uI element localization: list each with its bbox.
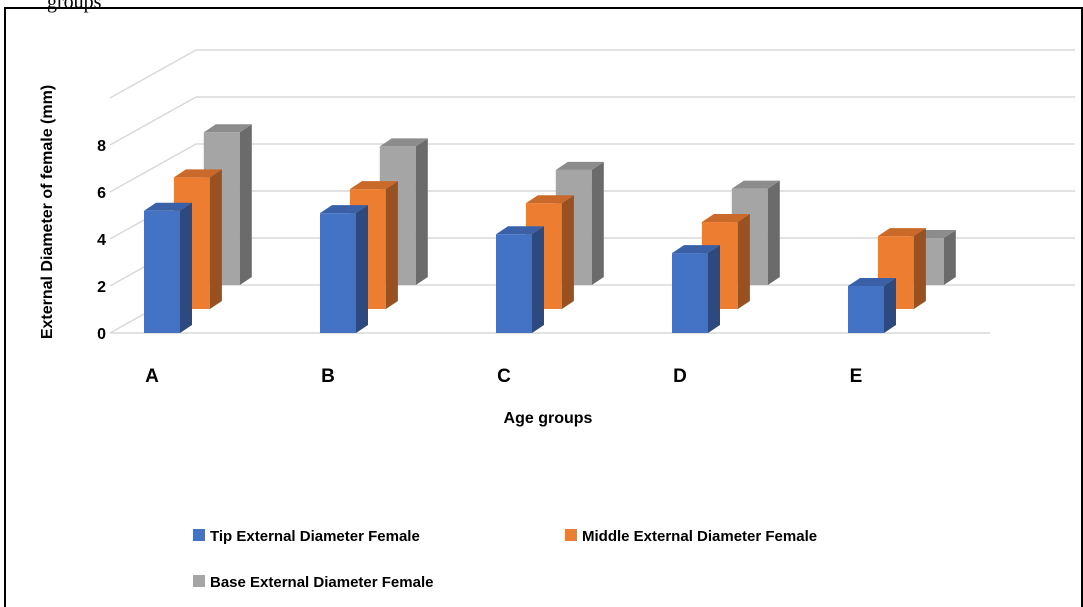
bar-top xyxy=(173,169,222,178)
x-axis-title: Age groups xyxy=(504,410,593,427)
bar-side xyxy=(943,230,956,285)
x-tick-label: A xyxy=(145,366,159,387)
y-axis-ticks: 0 2 4 6 8 xyxy=(97,138,106,343)
y-tick-label: 8 xyxy=(97,138,106,155)
y-tick-label: 2 xyxy=(97,279,106,296)
bar-top xyxy=(203,124,252,133)
bar-front xyxy=(144,210,180,333)
bar-front xyxy=(672,253,708,333)
bar-top xyxy=(144,202,192,211)
bar-top xyxy=(320,205,368,214)
x-tick-label: E xyxy=(850,366,863,387)
bar-side xyxy=(385,181,398,309)
bar-side xyxy=(209,169,222,309)
bar-side xyxy=(591,161,604,285)
bar-top xyxy=(379,138,428,147)
legend-label: Base External Diameter Female xyxy=(210,574,433,591)
bar-side xyxy=(737,214,750,309)
y-tick-label: 6 xyxy=(97,185,106,202)
y-axis-title: External Diameter of female (mm) xyxy=(39,85,56,339)
legend-label: Tip External Diameter Female xyxy=(210,528,420,545)
x-axis-labels: A B C D E xyxy=(145,366,862,387)
side-gridline xyxy=(109,96,197,146)
bar-side xyxy=(767,180,780,285)
bar-side xyxy=(532,226,544,333)
bar-top xyxy=(877,228,926,237)
bar-top xyxy=(701,214,750,223)
bar-side xyxy=(239,124,252,285)
side-gridline xyxy=(109,143,197,193)
bar-top xyxy=(555,161,604,170)
bar-side xyxy=(708,245,720,333)
bar-top xyxy=(731,180,780,189)
bar-top xyxy=(848,278,896,286)
bars xyxy=(144,124,956,333)
legend-label: Middle External Diameter Female xyxy=(582,528,817,545)
x-tick-label: B xyxy=(321,366,335,387)
bar-front xyxy=(320,213,356,333)
bar-side xyxy=(561,195,574,309)
y-tick-label: 4 xyxy=(97,232,106,249)
bar xyxy=(496,226,544,333)
side-gridline xyxy=(109,49,197,99)
bar-side xyxy=(415,138,428,285)
chart-frame xyxy=(4,7,1083,607)
bar-top xyxy=(525,195,574,204)
bar-front xyxy=(496,234,532,333)
bar-front xyxy=(848,286,884,333)
bar xyxy=(672,245,720,333)
bar-side xyxy=(913,228,926,309)
x-tick-label: D xyxy=(673,366,687,387)
legend-swatch xyxy=(193,529,205,541)
bar-top xyxy=(349,181,398,190)
bar xyxy=(848,278,896,333)
caption-fragment: groups xyxy=(47,0,102,13)
bar xyxy=(320,205,368,333)
bar-top xyxy=(496,226,544,235)
bar-side xyxy=(180,202,192,333)
legend-swatch xyxy=(565,529,577,541)
bar-side xyxy=(884,278,896,333)
legend: Tip External Diameter Female Middle Exter… xyxy=(193,528,817,591)
bar xyxy=(144,202,192,333)
legend-swatch xyxy=(193,575,205,587)
x-tick-label: C xyxy=(497,366,511,387)
y-tick-label: 0 xyxy=(97,326,106,343)
bar-top xyxy=(672,245,720,254)
bar-side xyxy=(356,205,368,333)
